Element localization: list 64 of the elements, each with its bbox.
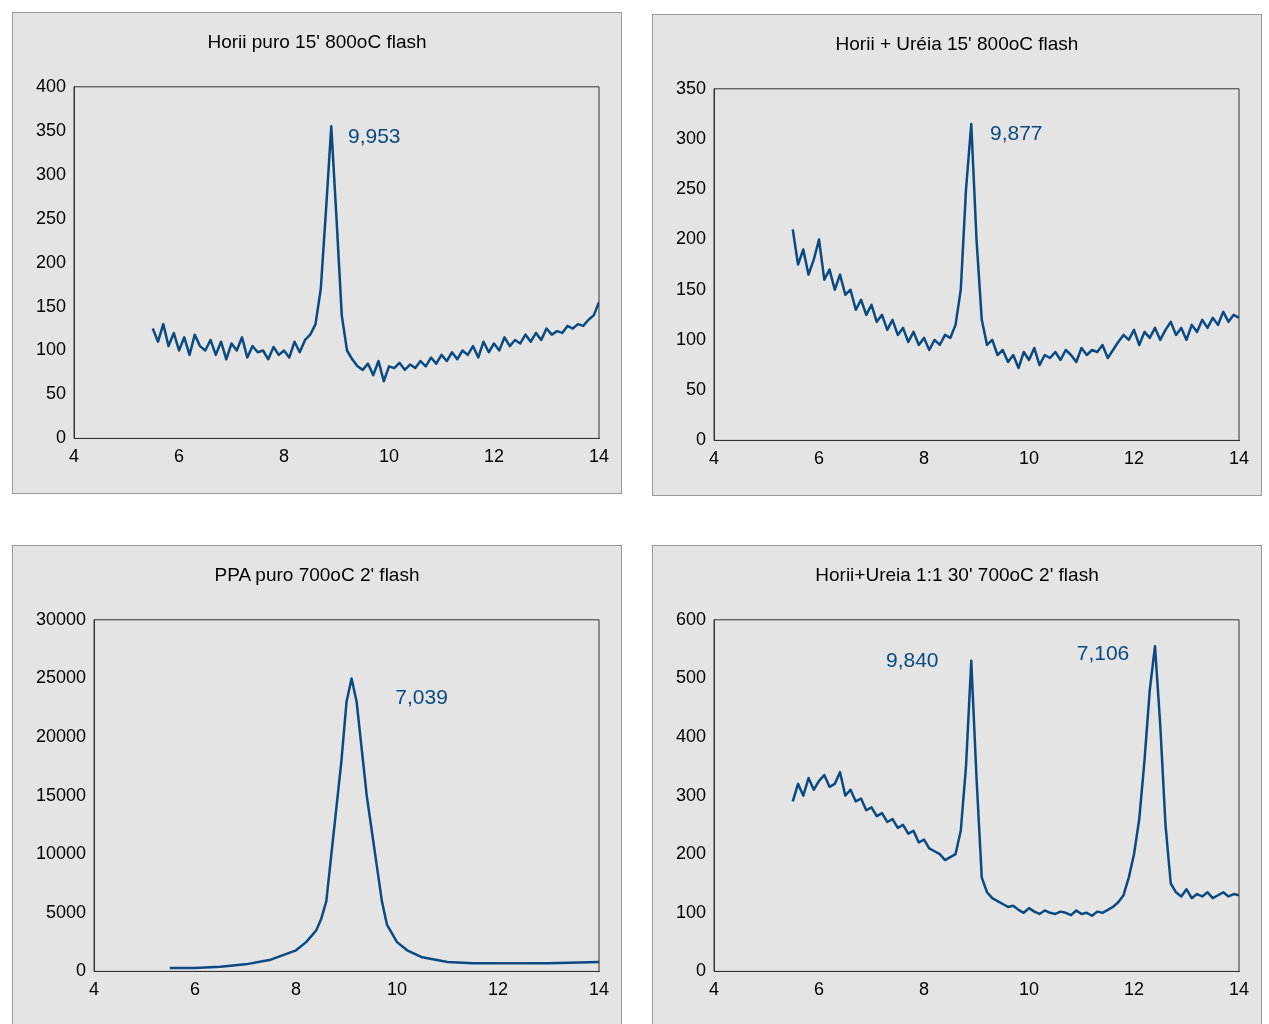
y-tick-label: 15000 (35, 784, 87, 805)
y-tick-label: 30000 (35, 608, 87, 629)
x-tick-label: 8 (279, 446, 290, 467)
annotation: 9,877 (989, 120, 1043, 144)
x-tick-label: 12 (1123, 979, 1145, 1000)
x-tick-label: 6 (174, 446, 185, 467)
y-tick-label: 0 (696, 960, 707, 981)
y-tick-label: 200 (675, 228, 707, 249)
annotation: 7,106 (1076, 640, 1130, 664)
y-tick-label: 150 (35, 295, 67, 316)
x-tick-label: 4 (709, 979, 720, 1000)
x-tick-label: 12 (488, 979, 509, 1000)
y-tick-label: 500 (675, 667, 707, 688)
chart-title: Horii+Ureia 1:1 30' 700oC 2' flash (814, 564, 1100, 586)
y-tick-label: 50 (46, 383, 67, 404)
x-tick-label: 8 (919, 448, 930, 469)
y-tick-label: 20000 (35, 725, 87, 746)
x-tick-label: 8 (291, 979, 302, 1000)
x-tick-label: 6 (814, 448, 825, 469)
y-tick-label: 300 (675, 128, 707, 148)
x-tick-label: 6 (814, 979, 825, 1000)
x-tick-label: 14 (1228, 979, 1250, 1000)
y-tick-label: 0 (56, 427, 67, 448)
y-tick-label: 350 (35, 119, 67, 140)
x-tick-label: 14 (588, 446, 610, 467)
x-tick-label: 12 (483, 446, 505, 467)
y-tick-label: 100 (675, 901, 707, 922)
y-tick-label: 200 (35, 251, 67, 272)
x-tick-label: 6 (190, 979, 201, 1000)
y-tick-label: 200 (675, 843, 707, 864)
y-tick-label: 5000 (46, 901, 87, 922)
chart-title: Horii puro 15' 800oC flash (206, 31, 428, 53)
y-tick-label: 250 (675, 178, 707, 199)
y-tick-label: 400 (35, 75, 67, 96)
x-tick-label: 10 (1019, 448, 1040, 469)
y-tick-label: 350 (675, 77, 707, 98)
y-tick-label: 250 (35, 207, 67, 228)
annotation: 9,953 (347, 124, 401, 148)
chart-title: PPA puro 700oC 2' flash (213, 564, 421, 586)
x-tick-label: 14 (1228, 448, 1250, 469)
y-tick-label: 600 (675, 608, 707, 629)
x-tick-label: 12 (1123, 448, 1145, 469)
chart-title: Horii + Uréia 15' 800oC flash (834, 33, 1080, 55)
y-tick-label: 100 (675, 328, 707, 349)
y-tick-label: 400 (675, 725, 707, 746)
y-tick-label: 50 (686, 379, 707, 400)
y-tick-label: 300 (675, 784, 707, 805)
y-tick-label: 0 (696, 429, 707, 450)
annotation: 7,039 (395, 685, 448, 709)
x-tick-label: 4 (89, 979, 100, 1000)
x-tick-label: 10 (1019, 979, 1040, 1000)
x-tick-label: 10 (387, 979, 408, 1000)
y-tick-label: 10000 (35, 843, 87, 864)
y-tick-label: 150 (675, 278, 707, 299)
y-tick-label: 100 (35, 339, 67, 360)
x-tick-label: 4 (709, 448, 720, 469)
y-tick-label: 25000 (35, 667, 87, 688)
x-tick-label: 10 (379, 446, 400, 467)
annotation: 9,840 (885, 647, 939, 671)
y-tick-label: 300 (35, 163, 67, 184)
x-tick-label: 8 (919, 979, 930, 1000)
y-tick-label: 0 (76, 960, 87, 981)
x-tick-label: 4 (69, 446, 80, 467)
x-tick-label: 14 (588, 979, 610, 1000)
